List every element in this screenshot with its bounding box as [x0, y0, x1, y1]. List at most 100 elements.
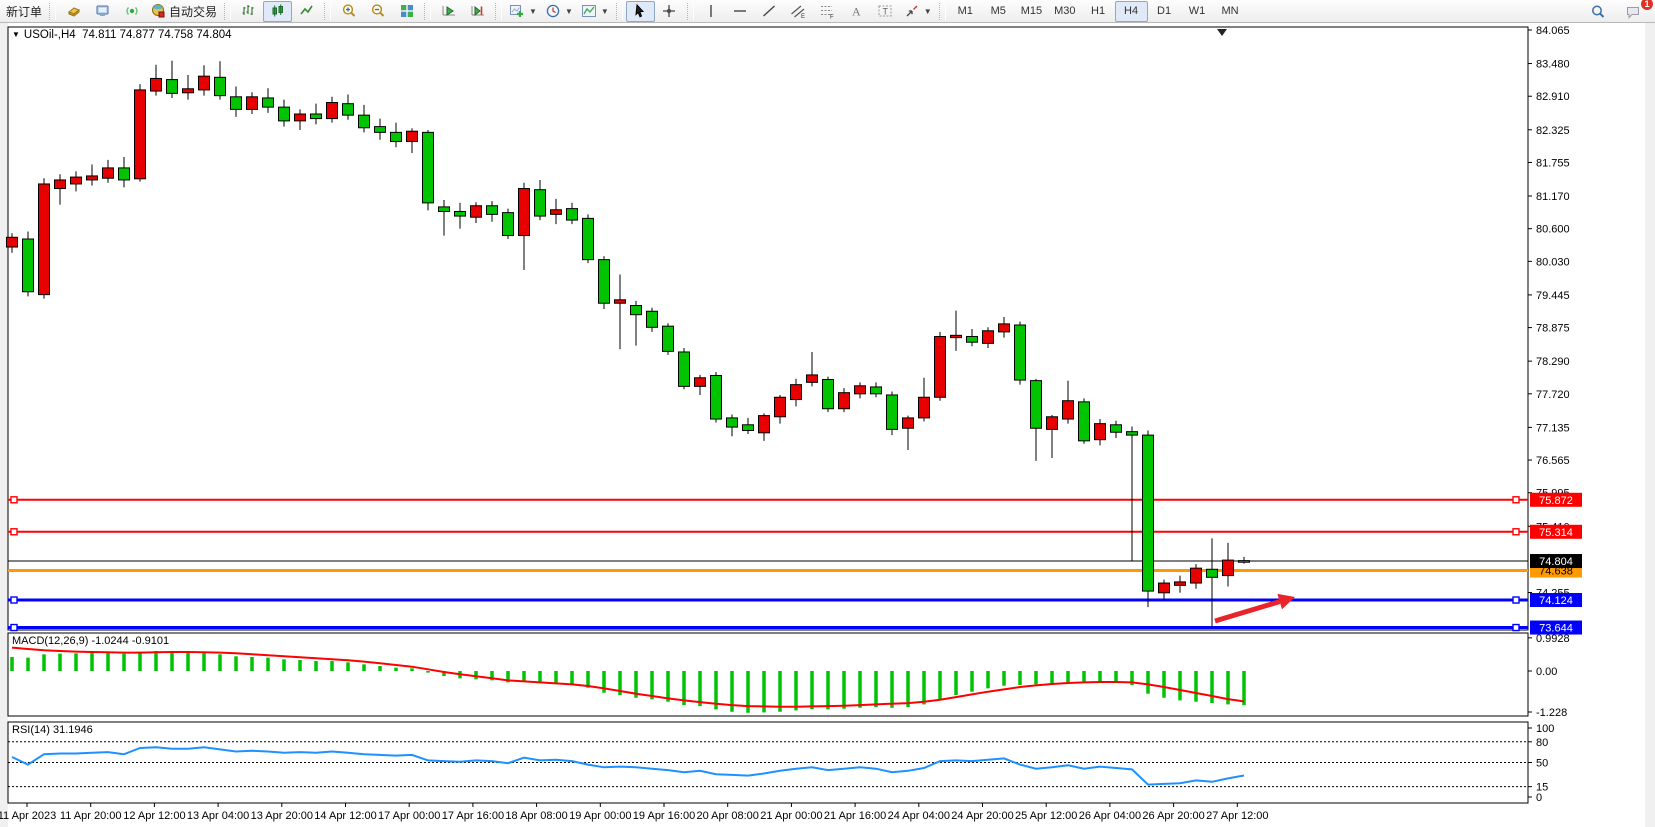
- line-handle[interactable]: [1512, 528, 1520, 536]
- macd-histogram-bar: [1210, 671, 1214, 704]
- horizontal-level-line[interactable]: 73.644: [8, 620, 1582, 635]
- candle: [790, 378, 802, 407]
- market-watch-button[interactable]: [59, 1, 88, 22]
- timeframe-d1-button[interactable]: D1: [1148, 1, 1181, 22]
- line-handle[interactable]: [1512, 496, 1520, 504]
- horizontal-level-line[interactable]: 74.124: [8, 593, 1582, 608]
- zoom-in-button[interactable]: [334, 1, 363, 22]
- candle: [742, 417, 754, 434]
- arrow-annotation[interactable]: [1214, 593, 1295, 624]
- chevron-down-icon[interactable]: ▼: [600, 6, 609, 16]
- tile-windows-button[interactable]: [392, 1, 421, 22]
- candle-chart-mode-button[interactable]: [263, 0, 293, 22]
- macd-histogram-bar: [218, 654, 222, 671]
- trendline-button[interactable]: [755, 1, 784, 22]
- line-chart-mode-button[interactable]: [292, 1, 321, 22]
- macd-panel[interactable]: [7, 632, 1529, 717]
- macd-axis-label: 0.9928: [1536, 633, 1570, 645]
- periods-button[interactable]: ▼: [541, 1, 577, 22]
- macd-histogram-bar: [314, 660, 318, 671]
- macd-histogram-bar: [1114, 671, 1118, 684]
- macd-histogram-bar: [58, 653, 62, 671]
- fibonacci-button[interactable]: F: [813, 1, 842, 22]
- line-handle[interactable]: [1512, 623, 1520, 632]
- chevron-down-icon[interactable]: ▼: [564, 6, 573, 16]
- text-button[interactable]: A: [842, 1, 871, 22]
- text-label-button[interactable]: T: [871, 1, 900, 22]
- timeframe-d1-button-label: D1: [1157, 5, 1172, 17]
- navigator-button[interactable]: [117, 1, 146, 22]
- timeframe-m1-button[interactable]: M1: [949, 1, 982, 22]
- macd-histogram-bar: [586, 671, 590, 688]
- candle-body-bull: [806, 374, 818, 383]
- candle: [614, 274, 626, 350]
- price-axis[interactable]: 84.065 83.480 82.910 82.325 81.755 81.170 80.6…: [1528, 25, 1570, 600]
- main-price-panel[interactable]: [7, 26, 1529, 631]
- macd-histogram-bar: [202, 652, 206, 671]
- chart-shift-marker[interactable]: [1217, 29, 1227, 36]
- macd-histogram-bar: [1130, 671, 1134, 686]
- chevron-down-icon[interactable]: ▼: [923, 6, 932, 16]
- horizontal-level-line[interactable]: 75.314: [8, 524, 1582, 539]
- timeframe-h1-button[interactable]: H1: [1082, 1, 1115, 22]
- price-chart-canvas[interactable]: 84.065 83.480 82.910 82.325 81.755 81.170 80.6…: [0, 23, 1655, 827]
- new-chart-button[interactable]: ▼: [505, 1, 541, 22]
- candle-body-bear: [598, 259, 610, 304]
- cursor-button[interactable]: [625, 0, 655, 22]
- timeframe-m30-button[interactable]: M30: [1048, 1, 1081, 22]
- line-handle[interactable]: [10, 623, 18, 632]
- line-handle[interactable]: [10, 528, 18, 536]
- timeframe-h4-button[interactable]: H4: [1114, 0, 1148, 22]
- arrow-head[interactable]: [1277, 593, 1295, 610]
- candle-body-bear: [566, 208, 578, 221]
- macd-histogram-bar: [986, 671, 990, 689]
- new-order-button[interactable]: 新订单: [2, 1, 46, 22]
- candle: [678, 347, 690, 390]
- macd-layer: 0.9928 0.00 -1.228: [10, 633, 1570, 719]
- arrow-shaft[interactable]: [1214, 599, 1281, 624]
- chart-shift-button[interactable]: [463, 1, 492, 22]
- line-handle[interactable]: [1512, 596, 1520, 604]
- auto-scroll-button[interactable]: [434, 1, 463, 22]
- templates-button[interactable]: ▼: [577, 1, 613, 22]
- macd-histogram-bar: [106, 652, 110, 671]
- candle-body-bear: [310, 113, 322, 120]
- candle: [406, 128, 418, 153]
- level-price-tag: [1530, 593, 1582, 608]
- vertical-line-button[interactable]: [697, 1, 726, 22]
- candle: [358, 104, 370, 133]
- window-right-edge[interactable]: [1645, 23, 1655, 827]
- macd-indicator-label: MACD(12,26,9) -1.0244 -0.9101: [12, 635, 170, 647]
- candle: [1030, 378, 1042, 461]
- horizontal-line-button[interactable]: [726, 1, 755, 22]
- timeframe-w1-button[interactable]: W1: [1181, 1, 1214, 22]
- chart-title-collapse-icon[interactable]: ▼: [12, 30, 20, 39]
- time-axis[interactable]: 11 Apr 2023 11 Apr 20:00 12 Apr 12:00 13 Ap…: [0, 803, 1268, 822]
- arrows-button[interactable]: ▼: [900, 1, 936, 22]
- search-button[interactable]: [1583, 1, 1612, 22]
- chart-window[interactable]: 84.065 83.480 82.910 82.325 81.755 81.170 80.6…: [0, 23, 1655, 827]
- candle-body-bull: [950, 334, 962, 339]
- horizontal-level-line[interactable]: 75.872: [8, 492, 1582, 507]
- candle: [1190, 564, 1202, 589]
- notifications-button[interactable]: 1: [1618, 0, 1653, 22]
- zoom-out-button[interactable]: [363, 1, 392, 22]
- data-window-button[interactable]: [88, 1, 117, 22]
- timeframe-mn-button[interactable]: MN: [1214, 1, 1247, 22]
- timeframe-m5-button[interactable]: M5: [982, 1, 1015, 22]
- crosshair-button[interactable]: [655, 1, 684, 22]
- line-handle[interactable]: [10, 496, 18, 504]
- autotrading-button[interactable]: 自动交易: [146, 1, 221, 22]
- line-handle[interactable]: [10, 596, 18, 604]
- bar-chart-mode-button[interactable]: [234, 1, 263, 22]
- candle: [118, 157, 130, 188]
- candle: [1062, 380, 1074, 424]
- equidistant-channel-button[interactable]: E: [784, 1, 813, 22]
- timeframe-m15-button[interactable]: M15: [1015, 1, 1048, 22]
- chevron-down-icon[interactable]: ▼: [529, 6, 537, 16]
- candle-body-bear: [886, 394, 898, 430]
- candle-body-bear: [358, 114, 370, 129]
- macd-axis-label: -1.228: [1536, 707, 1567, 719]
- candle-body-bull: [1094, 423, 1106, 441]
- candle: [422, 130, 434, 211]
